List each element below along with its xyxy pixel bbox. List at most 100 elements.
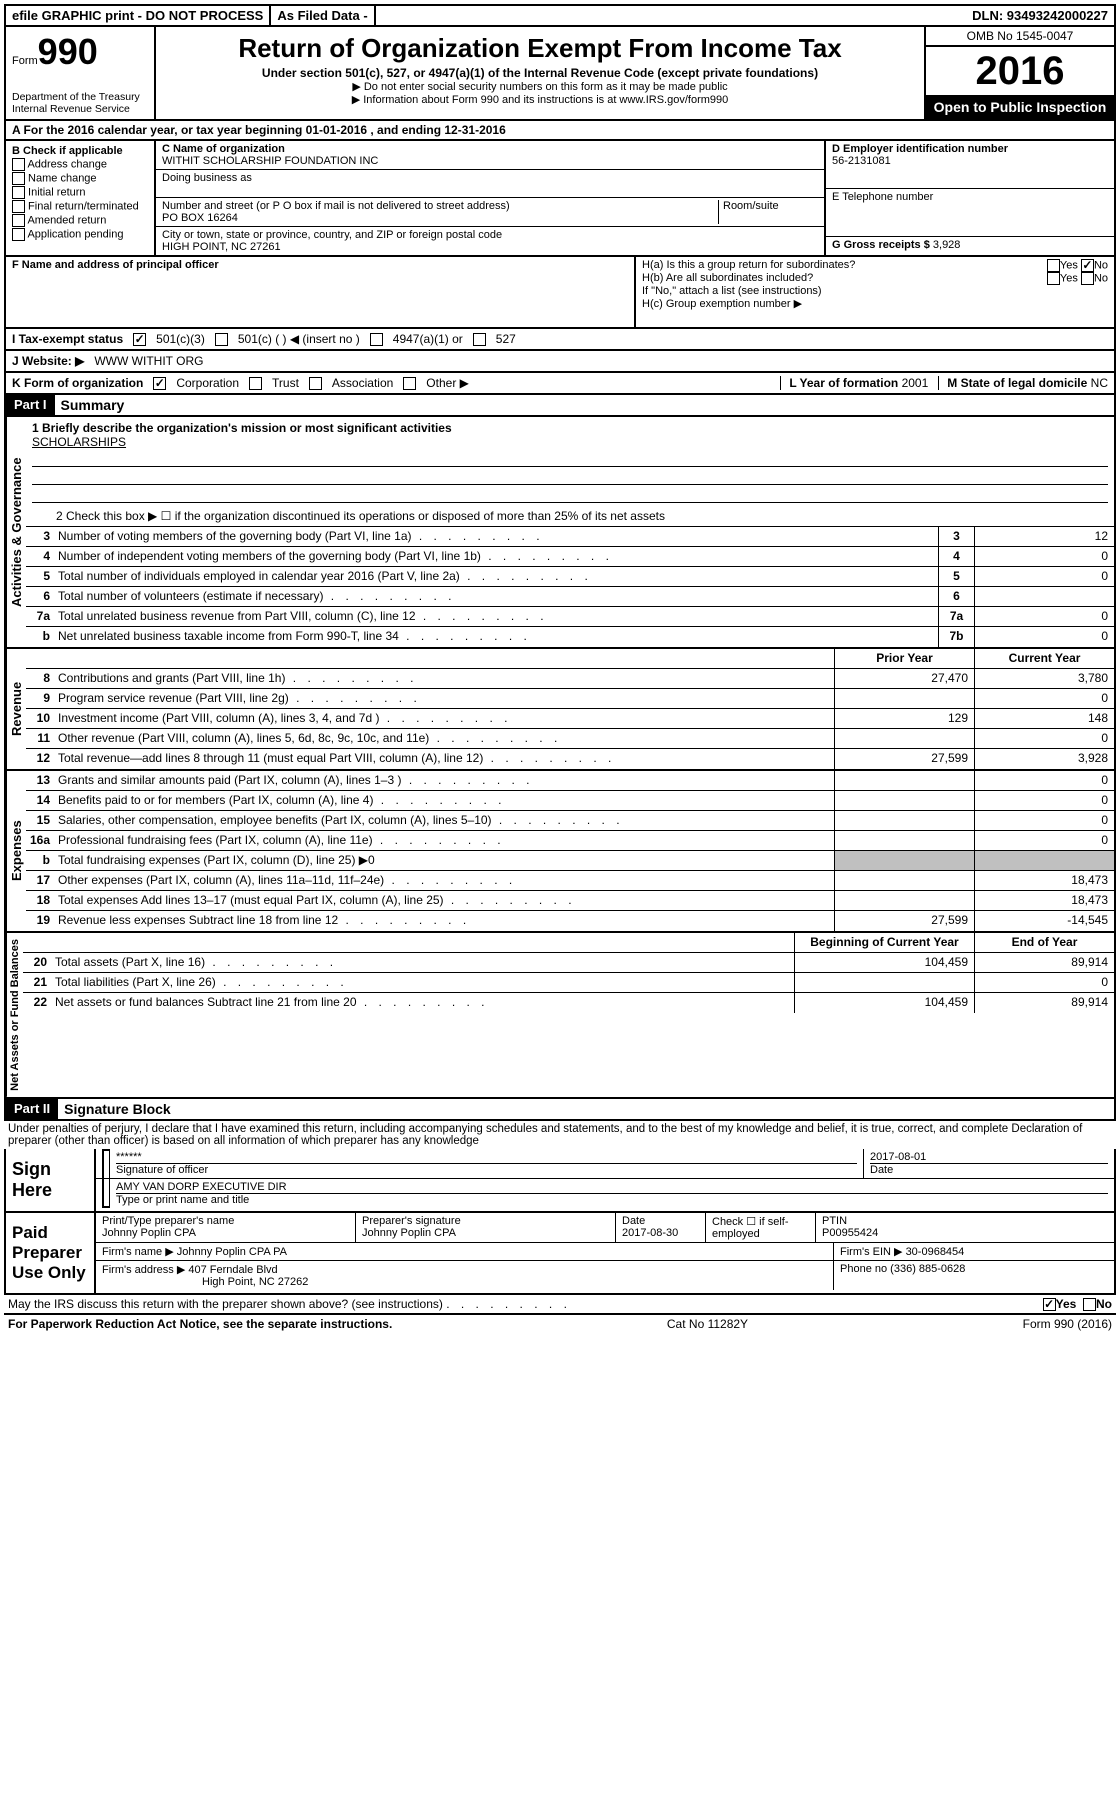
firm-name: Johnny Poplin CPA PA [177,1246,287,1258]
summary-line: 22Net assets or fund balances Subtract l… [23,993,1114,1013]
prep-name-label: Print/Type preparer's name [102,1215,349,1227]
c-name-label: C Name of organization [162,143,818,155]
i-527-checkbox[interactable] [473,333,486,346]
row-i: I Tax-exempt status ✓501(c)(3) 501(c) ( … [4,329,1116,351]
hb-no-checkbox[interactable] [1081,272,1094,285]
dept-label: Department of the Treasury [12,91,148,103]
prep-sig: Johnny Poplin CPA [362,1227,609,1239]
asfiled-label: As Filed Data - [271,6,375,25]
b-checkbox[interactable] [12,228,25,241]
section-fh: F Name and address of principal officer … [4,257,1116,329]
dln-label: DLN: 93493242000227 [966,6,1114,25]
form-note1: ▶ Do not enter social security numbers o… [166,80,914,93]
i-4947-checkbox[interactable] [370,333,383,346]
summary-line: 8Contributions and grants (Part VIII, li… [26,669,1114,689]
b-checkbox[interactable] [12,200,25,213]
discuss-yes-checkbox[interactable]: ✓ [1043,1298,1056,1311]
hb-yes-checkbox[interactable] [1047,272,1060,285]
dba-label: Doing business as [162,172,818,184]
vlabel-revenue: Revenue [6,649,26,769]
summary-line: 6Total number of volunteers (estimate if… [26,587,1114,607]
firm-ein: 30-0968454 [906,1246,965,1258]
prep-date-label: Date [622,1215,699,1227]
ha-label: H(a) Is this a group return for subordin… [642,259,855,272]
summary-line: 11Other revenue (Part VIII, column (A), … [26,729,1114,749]
part1-badge: Part I [6,395,55,415]
org-address: PO BOX 16264 [162,212,718,224]
hdr-end: End of Year [974,933,1114,952]
summary-line: 12Total revenue—add lines 8 through 11 (… [26,749,1114,769]
check-self-employed: Check ☐ if self-employed [706,1213,816,1242]
hb-label: H(b) Are all subordinates included? [642,272,813,285]
formation-year: 2001 [902,376,929,390]
b-check-item: Name change [12,172,148,185]
org-name: WITHIT SCHOLARSHIP FOUNDATION INC [162,155,818,167]
g-label: G Gross receipts $ [832,239,930,251]
summary-line: 13Grants and similar amounts paid (Part … [26,771,1114,791]
row-a-period: A For the 2016 calendar year, or tax yea… [4,121,1116,141]
hdr-current: Current Year [974,649,1114,668]
form-subtitle: Under section 501(c), 527, or 4947(a)(1)… [166,66,914,80]
summary-line: 10Investment income (Part VIII, column (… [26,709,1114,729]
part1-title: Summary [55,395,131,415]
part2-badge: Part II [6,1099,58,1119]
vlabel-governance: Activities & Governance [6,417,26,647]
hdr-prior: Prior Year [834,649,974,668]
org-city: HIGH POINT, NC 27261 [162,241,818,253]
b-checkbox[interactable] [12,214,25,227]
i-501c3-checkbox[interactable]: ✓ [133,333,146,346]
ha-no-checkbox[interactable]: ✓ [1081,259,1094,272]
summary-governance: Activities & Governance 1 Briefly descri… [4,417,1116,649]
b-checkbox[interactable] [12,158,25,171]
city-label: City or town, state or province, country… [162,229,818,241]
mission-text: SCHOLARSHIPS [32,435,1108,449]
open-public-badge: Open to Public Inspection [926,95,1114,119]
summary-expenses: Expenses 13Grants and similar amounts pa… [4,771,1116,933]
hb-note: If "No," attach a list (see instructions… [642,285,1108,297]
b-checkbox[interactable] [12,172,25,185]
vlabel-expenses: Expenses [6,771,26,931]
form-header: Form990 Department of the Treasury Inter… [4,27,1116,121]
k-assoc-checkbox[interactable] [309,377,322,390]
k-other-checkbox[interactable] [403,377,416,390]
b-check-item: Amended return [12,214,148,227]
ein-value: 56-2131081 [832,155,1108,167]
vlabel-netassets: Net Assets or Fund Balances [6,933,23,1097]
e-label: E Telephone number [832,191,1108,203]
firm-city: High Point, NC 27262 [102,1276,827,1288]
ptin-label: PTIN [822,1215,1108,1227]
d-label: D Employer identification number [832,143,1108,155]
k-trust-checkbox[interactable] [249,377,262,390]
k-label: K Form of organization [12,376,143,390]
firm-ein-label: Firm's EIN ▶ [840,1246,903,1258]
firm-addr-label: Firm's address ▶ [102,1264,185,1276]
form-prefix: Form [12,55,38,67]
form-title: Return of Organization Exempt From Incom… [166,33,914,64]
summary-line: bTotal fundraising expenses (Part IX, co… [26,851,1114,871]
prep-sig-label: Preparer's signature [362,1215,609,1227]
sig-stars: ****** [116,1151,857,1163]
domicile-state: NC [1091,376,1108,390]
phone-value: (336) 885-0628 [890,1263,965,1275]
summary-line: 17Other expenses (Part IX, column (A), l… [26,871,1114,891]
summary-line: 19Revenue less expenses Subtract line 18… [26,911,1114,931]
discuss-label: May the IRS discuss this return with the… [8,1297,443,1311]
k-corp-checkbox[interactable]: ✓ [153,377,166,390]
form-note2: ▶ Information about Form 990 and its ins… [166,93,914,106]
addr-label: Number and street (or P O box if mail is… [162,200,718,212]
ptin-value: P00955424 [822,1227,1108,1239]
line1-label: 1 Briefly describe the organization's mi… [32,421,1108,435]
row-klm: K Form of organization ✓Corporation Trus… [4,373,1116,395]
b-checkbox[interactable] [12,186,25,199]
sign-here-block: Sign Here ****** Signature of officer 20… [4,1149,1116,1213]
i-501c-checkbox[interactable] [215,333,228,346]
section-bcde: B Check if applicable Address change Nam… [4,141,1116,257]
prep-date: 2017-08-30 [622,1227,699,1239]
cat-number: Cat No 11282Y [667,1317,748,1331]
summary-line: 15Salaries, other compensation, employee… [26,811,1114,831]
tax-year: 2016 [926,47,1114,95]
summary-line: 3Number of voting members of the governi… [26,527,1114,547]
discuss-no-checkbox[interactable] [1083,1298,1096,1311]
ha-yes-checkbox[interactable] [1047,259,1060,272]
pra-notice: For Paperwork Reduction Act Notice, see … [8,1317,392,1331]
